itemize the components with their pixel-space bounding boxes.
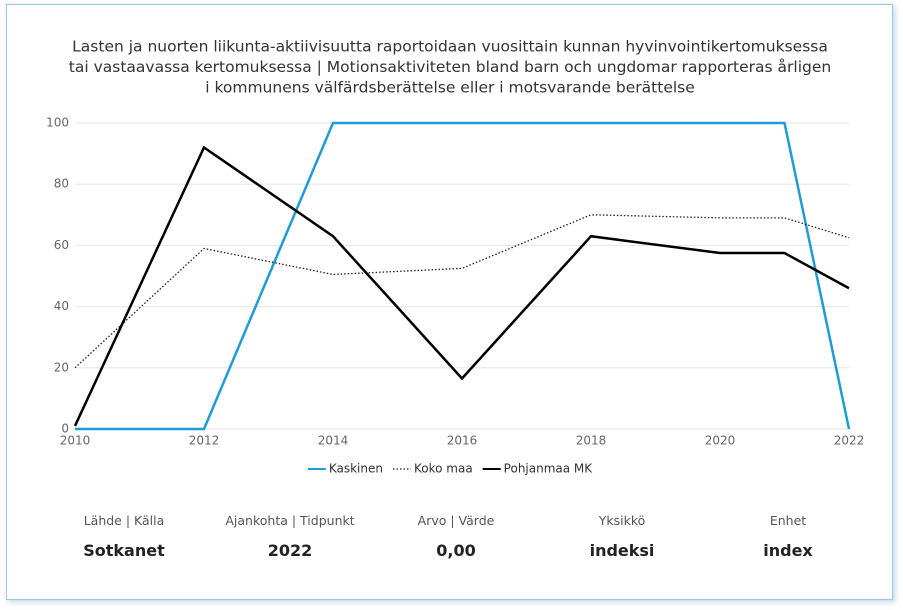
series-line (73, 145, 850, 427)
series-line (74, 214, 850, 369)
x-tick-label: 2014 (318, 434, 349, 448)
footer-item: Arvo | Värde 0,00 (373, 513, 539, 560)
y-tick-label: 60 (54, 238, 69, 252)
legend-label: Koko maa (414, 462, 473, 476)
chart: Lasten ja nuorten liikunta-aktiivisuutta… (46, 38, 865, 476)
series-line (75, 121, 851, 431)
x-tick-label: 2010 (60, 434, 91, 448)
footer-item: Ajankohta | Tidpunkt 2022 (207, 513, 373, 560)
footer: Lähde | Källa Sotkanet Ajankohta | Tidpunk… (41, 513, 871, 560)
footer-item: Yksikkö indeksi (539, 513, 705, 560)
footer-label: Arvo | Värde (417, 513, 495, 528)
y-tick-label: 80 (54, 177, 69, 191)
footer-label: Lähde | Källa (83, 513, 165, 528)
legend-label: Kaskinen (329, 462, 383, 476)
y-tick-label: 20 (54, 360, 69, 374)
footer-label: Ajankohta | Tidpunkt (225, 513, 355, 528)
chart-title: Lasten ja nuorten liikunta-aktiivisuutta… (72, 38, 828, 56)
chart-title: i kommunens välfärdsberättelse eller i m… (205, 79, 695, 97)
x-tick-label: 2016 (447, 434, 478, 448)
legend-label: Pohjanmaa MK (504, 462, 594, 476)
footer-value: index (763, 541, 813, 560)
x-tick-label: 2012 (189, 434, 220, 448)
y-tick-label: 0 (61, 422, 69, 436)
x-tick-label: 2022 (834, 434, 865, 448)
chart-title: tai vastaavassa kertomuksessa | Motionsa… (69, 58, 831, 76)
legend: Kaskinen Koko maa Pohjanmaa MK (307, 462, 594, 476)
footer-label: Yksikkö (598, 513, 646, 528)
footer-value: indeksi (589, 541, 655, 560)
footer-label: Enhet (769, 513, 807, 528)
y-tick-label: 40 (54, 299, 69, 313)
y-tick-label: 100 (46, 116, 69, 130)
footer-value: Sotkanet (83, 541, 165, 560)
footer-item: Enhet index (705, 513, 871, 560)
footer-value: 2022 (267, 541, 313, 560)
footer-item: Lähde | Källa Sotkanet (41, 513, 207, 560)
x-tick-label: 2018 (576, 434, 607, 448)
x-tick-label: 2020 (705, 434, 736, 448)
footer-value: 0,00 (436, 541, 476, 560)
card: Lasten ja nuorten liikunta-aktiivisuutta… (6, 4, 893, 600)
